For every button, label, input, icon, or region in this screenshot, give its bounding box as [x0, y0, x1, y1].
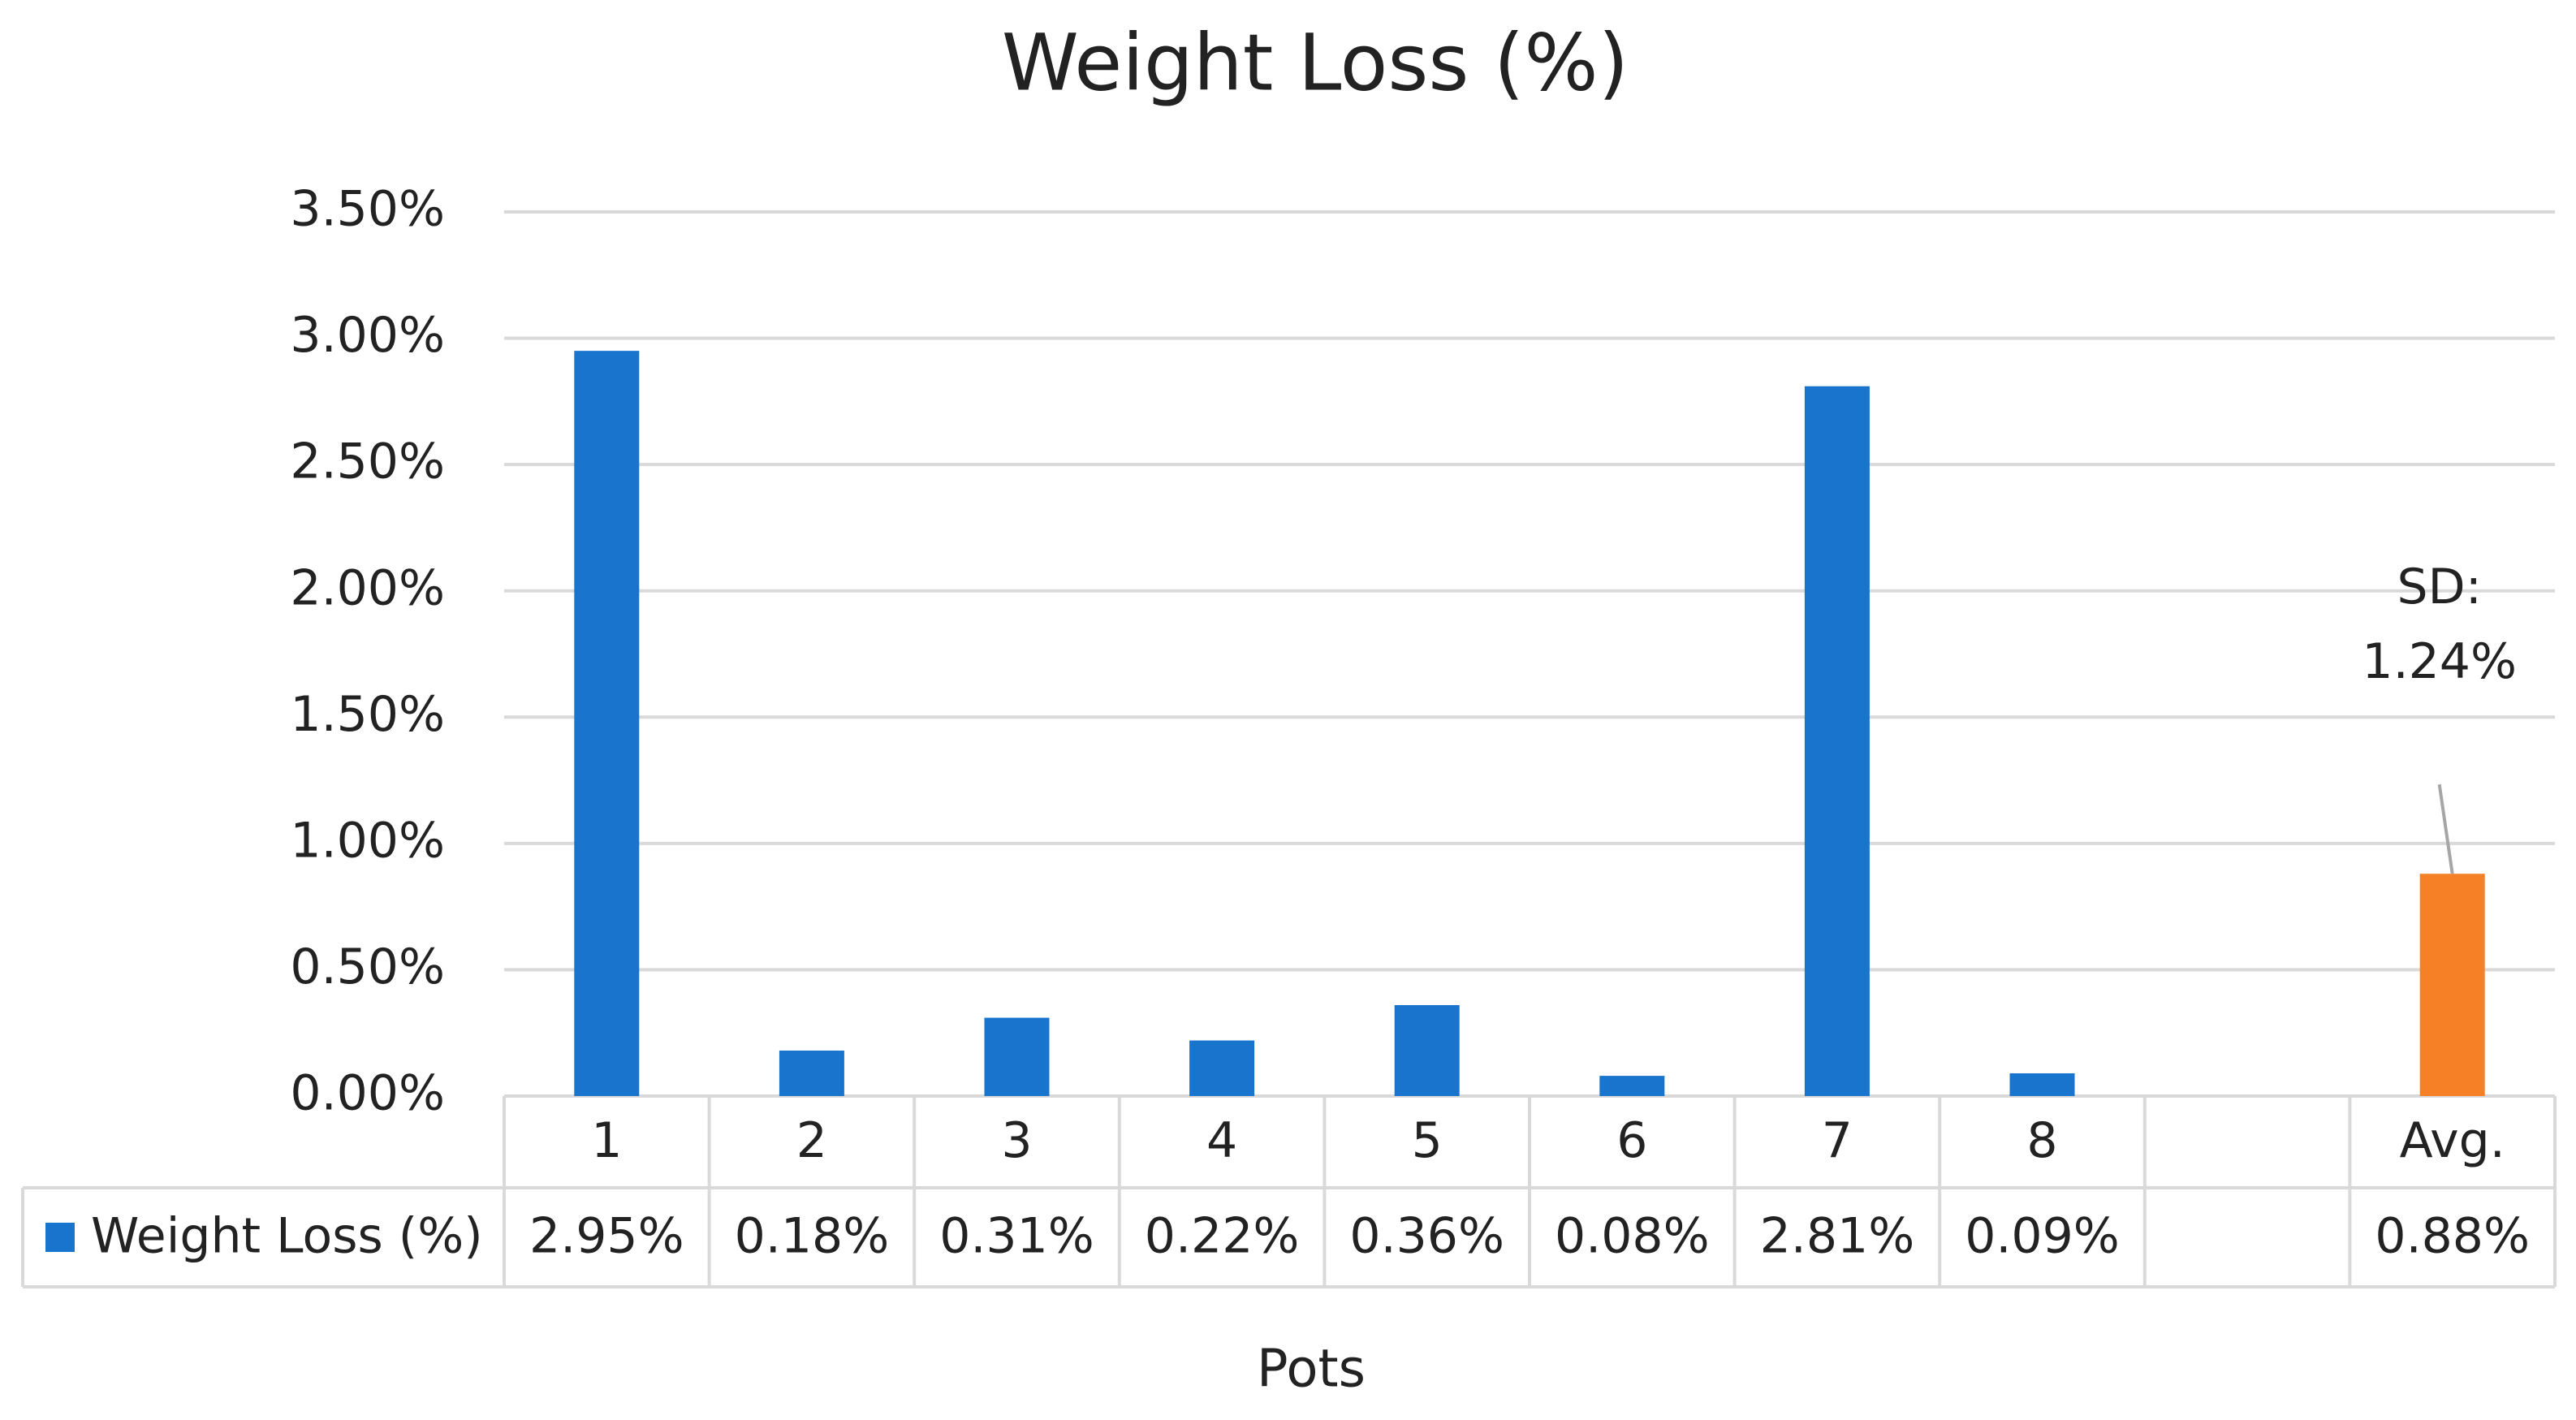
x-tick-label: Avg. [2400, 1112, 2505, 1169]
annotation-leader [2437, 783, 2454, 874]
table-value: 0.31% [939, 1208, 1094, 1265]
bar [2009, 1073, 2075, 1096]
bar [1189, 1040, 1255, 1096]
table-value: 2.81% [1760, 1208, 1915, 1265]
annotation: SD: [2397, 559, 2482, 615]
x-tick-label: 4 [1206, 1112, 1237, 1169]
x-tick-label: 5 [1412, 1112, 1443, 1169]
table-value: 0.08% [1555, 1208, 1710, 1265]
bar [779, 1050, 844, 1096]
x-tick-label: 8 [2026, 1112, 2057, 1169]
legend-label: Weight Loss (%) [91, 1208, 483, 1265]
y-tick-label: 1.00% [290, 812, 445, 869]
x-axis-label: Pots [1257, 1340, 1366, 1400]
x-tick-label: 7 [1822, 1112, 1853, 1169]
y-tick-label: 2.00% [290, 559, 445, 616]
legend-swatch [45, 1223, 75, 1252]
bar [984, 1017, 1050, 1096]
y-tick-label: 1.50% [290, 686, 445, 743]
y-tick-label: 2.50% [290, 434, 445, 490]
bar [574, 351, 640, 1097]
bar [2419, 874, 2485, 1096]
x-tick-label: 1 [591, 1112, 622, 1169]
table-value: 0.22% [1145, 1208, 1300, 1265]
y-tick-label: 0.00% [290, 1065, 445, 1122]
table-value: 0.09% [1965, 1208, 2120, 1265]
y-tick-label: 3.00% [290, 307, 445, 364]
bar [1394, 1004, 1460, 1096]
x-tick-label: 6 [1616, 1112, 1647, 1169]
y-tick-label: 3.50% [290, 181, 445, 238]
bar [1804, 386, 1870, 1096]
annotation: 1.24% [2362, 633, 2517, 690]
table-value: 0.88% [2375, 1208, 2530, 1265]
chart-title: Weight Loss (%) [1002, 17, 1629, 108]
x-tick-label: 2 [796, 1112, 827, 1169]
x-tick-label: 3 [1001, 1112, 1032, 1169]
bar [1599, 1076, 1665, 1096]
table-value: 0.36% [1349, 1208, 1504, 1265]
table-value: 0.18% [735, 1208, 890, 1265]
table-value: 2.95% [529, 1208, 684, 1265]
y-tick-label: 0.50% [290, 939, 445, 995]
